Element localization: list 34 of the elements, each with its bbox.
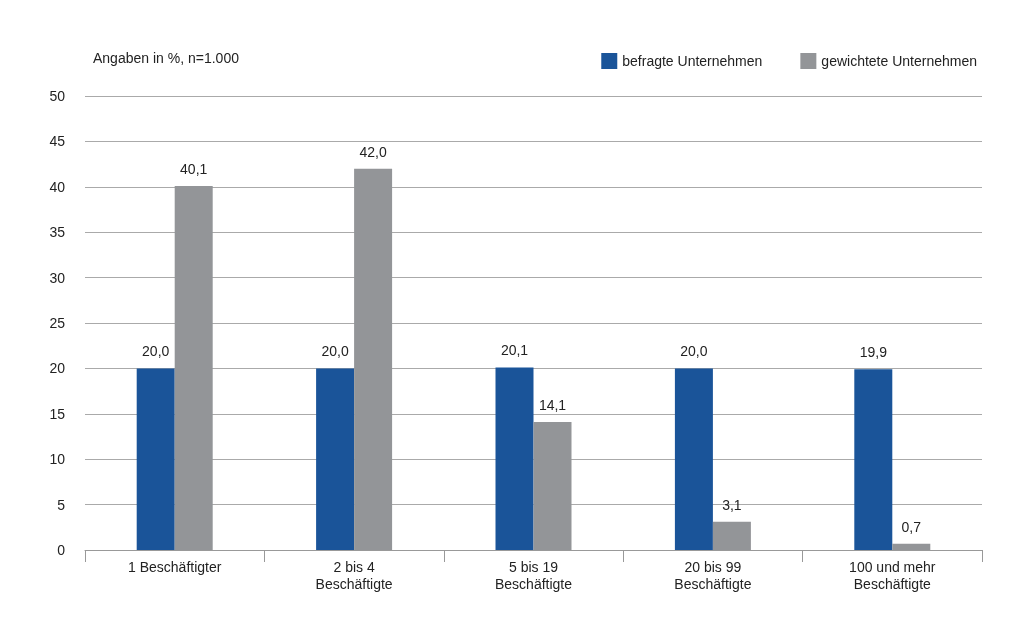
data-label: 20,0	[142, 343, 170, 360]
y-tick-label: 0	[57, 542, 66, 558]
y-tick-label: 40	[49, 178, 66, 195]
y-tick-label: 15	[49, 405, 66, 422]
bar	[136, 368, 175, 550]
legend-label: befragte Unternehmen	[622, 53, 763, 69]
x-tick-label: 100 und mehr Beschäftigte	[849, 558, 936, 592]
data-label: 3,1	[722, 496, 742, 513]
data-label: 0,7	[901, 518, 922, 535]
y-tick-label: 50	[49, 88, 66, 104]
x-tick-label: 1 Beschäftigter	[128, 558, 222, 575]
data-label: 14,1	[538, 396, 567, 413]
y-tick-label: 30	[49, 269, 66, 286]
x-tick-label: 20 bis 99 Beschäftigte	[674, 558, 752, 592]
y-tick-label: 35	[49, 224, 66, 241]
data-label: 40,1	[180, 160, 208, 177]
data-label: 20,1	[500, 342, 529, 359]
y-tick-label: 5	[57, 496, 66, 513]
bar	[495, 367, 534, 550]
y-tick-label: 45	[49, 133, 66, 150]
y-tick-label: 10	[49, 451, 66, 468]
data-label: 20,0	[680, 343, 708, 360]
y-tick-label: 20	[49, 360, 66, 377]
data-label: 19,9	[859, 344, 888, 361]
x-tick-label: 5 bis 19 Beschäftigte	[494, 558, 573, 592]
bar	[854, 369, 893, 550]
bar	[674, 368, 713, 550]
bar	[316, 368, 355, 550]
data-label: 20,0	[321, 343, 349, 360]
x-tick-label: 2 bis 4 Beschäftigte	[315, 558, 393, 592]
y-axis-title: Angaben in %, n=1.000	[93, 50, 240, 66]
legend-label: gewichtete Unternehmen	[821, 53, 978, 69]
y-tick-label: 25	[49, 315, 66, 331]
data-label: 42,0	[359, 143, 387, 160]
